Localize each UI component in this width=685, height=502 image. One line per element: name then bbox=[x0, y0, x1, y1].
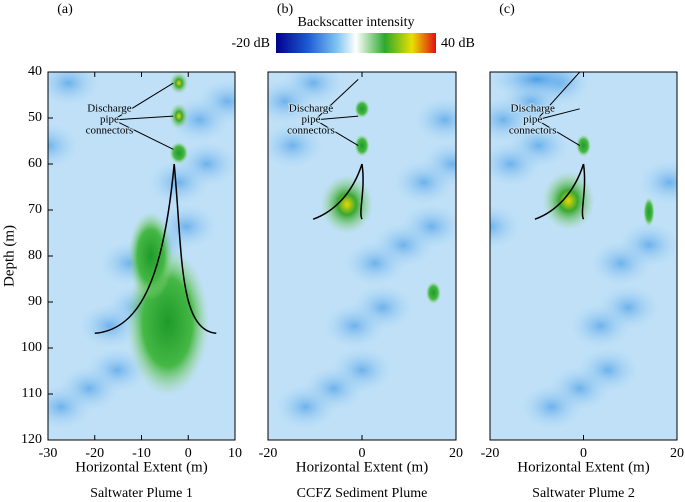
panel-label: (a) bbox=[57, 2, 73, 17]
heatmap-patch bbox=[639, 160, 677, 205]
x-tick-label: -20 bbox=[259, 446, 278, 461]
plume-blob bbox=[169, 103, 189, 130]
y-tick-label: 70 bbox=[28, 202, 42, 217]
plume-boundary bbox=[581, 163, 586, 220]
heatmap-patch bbox=[570, 303, 631, 348]
x-axis-label: Horizontal Extent (m) bbox=[296, 459, 428, 475]
plume-blob bbox=[169, 72, 189, 95]
y-tick-label: 80 bbox=[28, 248, 42, 263]
heatmap-patch bbox=[521, 384, 582, 429]
heatmap-patch bbox=[48, 123, 78, 168]
heatmap-patch bbox=[148, 160, 209, 205]
plume-blob bbox=[169, 141, 189, 165]
plume-blob bbox=[643, 197, 655, 227]
x-tick-label: -10 bbox=[132, 446, 151, 461]
heatmap-patch bbox=[324, 303, 385, 348]
annotation-line bbox=[314, 119, 359, 147]
y-tick-label: 40 bbox=[28, 64, 42, 79]
plume-blob bbox=[354, 99, 370, 119]
heatmap bbox=[268, 72, 456, 440]
x-tick-label: -30 bbox=[39, 446, 58, 461]
annotation-line bbox=[536, 119, 581, 147]
y-tick-label: 90 bbox=[28, 294, 42, 309]
heatmap-patch bbox=[414, 97, 456, 142]
heatmap bbox=[490, 72, 677, 440]
heatmap-patch bbox=[490, 97, 534, 142]
annotation-line bbox=[314, 78, 359, 121]
plume-boundary bbox=[534, 163, 585, 220]
annotation: pipe bbox=[302, 113, 321, 125]
y-tick-label: 60 bbox=[28, 156, 42, 171]
annotation-line bbox=[536, 108, 580, 121]
annotation: pipe bbox=[523, 113, 542, 125]
colorbar bbox=[276, 33, 436, 53]
annotation: Discharge bbox=[511, 102, 556, 114]
panel-title: Saltwater Plume 2 bbox=[532, 486, 635, 501]
annotation-line bbox=[113, 82, 174, 121]
plume-blob bbox=[576, 134, 591, 157]
panel-title: CCFZ Sediment Plume bbox=[297, 486, 428, 501]
panel-label: (b) bbox=[277, 2, 294, 17]
heatmap-patch bbox=[590, 241, 651, 286]
heatmap-patch bbox=[275, 384, 336, 429]
y-tick-label: 50 bbox=[28, 110, 42, 125]
x-axis-label: Horizontal Extent (m) bbox=[517, 459, 649, 475]
annotation: Discharge bbox=[87, 102, 132, 114]
panel-title: Saltwater Plume 1 bbox=[90, 486, 193, 501]
heatmap-patch bbox=[345, 241, 406, 286]
panel-label: (c) bbox=[499, 2, 515, 17]
annotation-line bbox=[113, 119, 174, 150]
x-axis-label: Horizontal Extent (m) bbox=[75, 459, 207, 475]
plume-blob bbox=[320, 175, 374, 234]
plume-blob bbox=[542, 171, 595, 231]
x-tick-label: 0 bbox=[359, 446, 366, 461]
x-tick-label: -20 bbox=[481, 446, 500, 461]
y-tick-label: 100 bbox=[21, 340, 42, 355]
plume-blob bbox=[354, 134, 370, 157]
plume-blob bbox=[128, 211, 174, 301]
heatmap-patch bbox=[48, 72, 99, 106]
y-axis-label: Depth (m) bbox=[1, 225, 17, 287]
heatmap bbox=[48, 72, 235, 440]
plume-boundary bbox=[360, 163, 364, 220]
annotation-line bbox=[536, 72, 581, 121]
x-tick-label: 0 bbox=[580, 446, 587, 461]
annotation: connectors bbox=[509, 124, 557, 136]
x-tick-label: 20 bbox=[449, 446, 463, 461]
heatmap-patch bbox=[490, 142, 541, 186]
x-tick-label: -20 bbox=[85, 446, 104, 461]
x-tick-label: 20 bbox=[670, 446, 684, 461]
heatmap-patch bbox=[490, 204, 520, 249]
y-tick-label: 110 bbox=[22, 386, 42, 401]
annotation: connectors bbox=[86, 124, 134, 136]
annotation: connectors bbox=[287, 124, 335, 136]
x-tick-label: 0 bbox=[185, 446, 192, 461]
annotation-line bbox=[113, 115, 174, 121]
x-tick-label: 10 bbox=[228, 446, 242, 461]
y-tick-label: 120 bbox=[21, 432, 42, 447]
heatmap-patch bbox=[48, 384, 92, 429]
plume-boundary bbox=[312, 163, 363, 220]
plume-blob bbox=[490, 72, 584, 98]
annotation: Discharge bbox=[289, 102, 334, 114]
heatmap-patch bbox=[394, 160, 455, 205]
heatmap-patch bbox=[268, 123, 323, 168]
annotation: pipe bbox=[100, 113, 119, 125]
plume-boundary bbox=[94, 163, 175, 335]
plume-blob bbox=[425, 281, 441, 304]
plume-boundary bbox=[173, 163, 217, 335]
heatmap-patch bbox=[79, 303, 140, 348]
colorbar-label: -20 dB bbox=[232, 36, 271, 51]
annotation-line bbox=[314, 115, 359, 121]
colorbar-label: 40 dB bbox=[441, 36, 475, 51]
colorbar-title: Backscatter intensity bbox=[297, 15, 414, 30]
heatmap-patch bbox=[268, 79, 315, 124]
